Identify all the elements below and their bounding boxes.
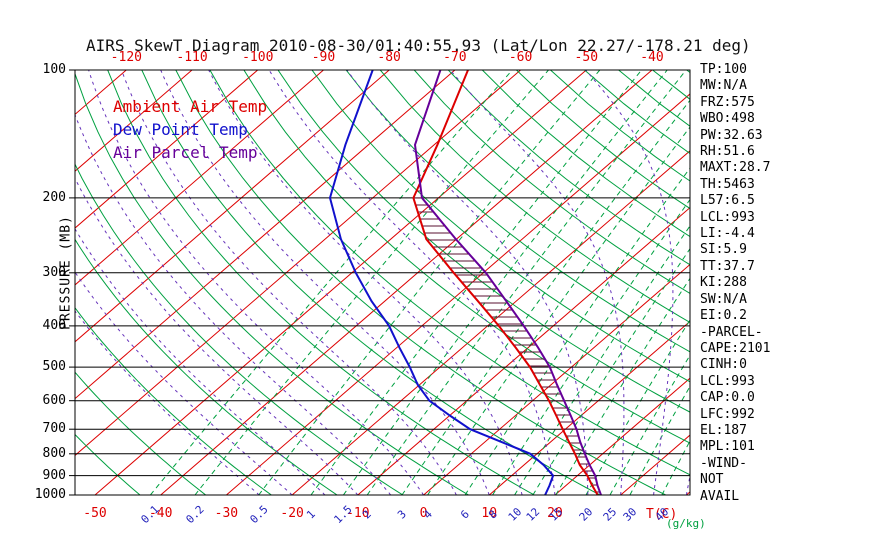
stats-line: WBO:498 (700, 111, 755, 127)
bottom-temp-tick-label: -50 (83, 506, 107, 521)
stats-line: FRZ:575 (700, 94, 755, 110)
chart-title: AIRS SkewT Diagram 2010-08-30/01:40:55.9… (86, 36, 751, 55)
pressure-tick-label: 500 (42, 359, 66, 375)
stats-line: MAXT:28.7 (700, 160, 771, 176)
bottom-temp-tick-label: -40 (148, 506, 173, 521)
top-temp-tick-label: -110 (176, 50, 208, 65)
legend-item: Dew Point Temp (113, 120, 248, 139)
top-temp-tick-label: -40 (640, 50, 664, 65)
stats-line: MPL:101 (700, 439, 755, 455)
pressure-tick-label: 700 (42, 421, 66, 437)
stats-line: RH:51.6 (700, 144, 755, 160)
top-temp-tick-label: -80 (377, 50, 401, 65)
stats-line: L57:6.5 (700, 193, 755, 209)
bottom-temp-tick-label: 0 (419, 506, 428, 521)
top-temp-tick-label: -50 (574, 50, 599, 65)
stats-line: EL:187 (700, 422, 747, 438)
stats-line: CAP:0.0 (700, 390, 755, 406)
top-temp-tick-label: -60 (508, 50, 533, 65)
stats-line: TP:100 (700, 62, 747, 77)
stats-line: -WIND- (700, 455, 747, 471)
stats-line: NOT (700, 472, 724, 488)
pressure-tick-label: 300 (42, 264, 66, 280)
bottom-temp-tick-label: 20 (547, 506, 563, 521)
stats-line: CAPE:2101 (700, 340, 771, 356)
legend: Ambient Air Temp Dew Point Temp Air Parcel… (113, 97, 267, 166)
pressure-tick-label: 100 (42, 62, 66, 77)
stats-line: AVAIL (700, 488, 740, 504)
mixing-ratio-unit-label: (g/kg) (666, 517, 706, 530)
legend-item: Ambient Air Temp (113, 97, 268, 116)
top-temp-tick-label: -100 (242, 50, 274, 65)
stats-line: SW:N/A (700, 291, 747, 307)
bottom-temp-tick-label: 10 (481, 506, 498, 521)
stats-line: LCL:993 (700, 209, 755, 225)
bottom-temp-tick-label: -20 (280, 506, 304, 521)
stats-line: EI:0.2 (700, 308, 747, 324)
top-temp-tick-label: -70 (443, 50, 467, 65)
temperature-unit-label: T(C) (646, 507, 678, 522)
pressure-tick-label: 600 (42, 392, 66, 408)
pressure-tick-label: 800 (42, 445, 66, 461)
stats-line: LFC:992 (700, 406, 755, 422)
stats-line: PW:32.63 (700, 127, 763, 143)
pressure-tick-label: 200 (42, 189, 66, 205)
pressure-tick-label: 400 (42, 317, 66, 333)
stats-line: TH:5463 (700, 176, 755, 192)
stats-line: KI:288 (700, 275, 747, 291)
stats-panel: TP:100 MW:N/A FRZ:575 WBO:498 PW:32.63 RH:51.… (700, 62, 770, 505)
bottom-temp-tick-label: -30 (214, 506, 239, 521)
bottom-temp-tick-label: -10 (346, 506, 370, 521)
top-temp-tick-label: -90 (311, 50, 336, 65)
stats-line: LI:-4.4 (700, 226, 755, 242)
stats-line: TT:37.7 (700, 258, 755, 274)
pressure-tick-label: 900 (42, 467, 66, 483)
stats-line: MW:N/A (700, 78, 747, 94)
stats-line: LCL:993 (700, 373, 755, 389)
stats-line: SI:5.9 (700, 242, 747, 258)
top-temp-tick-label: -120 (110, 50, 142, 65)
pressure-tick-label: 1000 (34, 487, 66, 502)
stats-line: -PARCEL- (700, 324, 763, 340)
legend-item: Air Parcel Temp (113, 143, 258, 162)
stats-line: CINH:0 (700, 357, 747, 373)
